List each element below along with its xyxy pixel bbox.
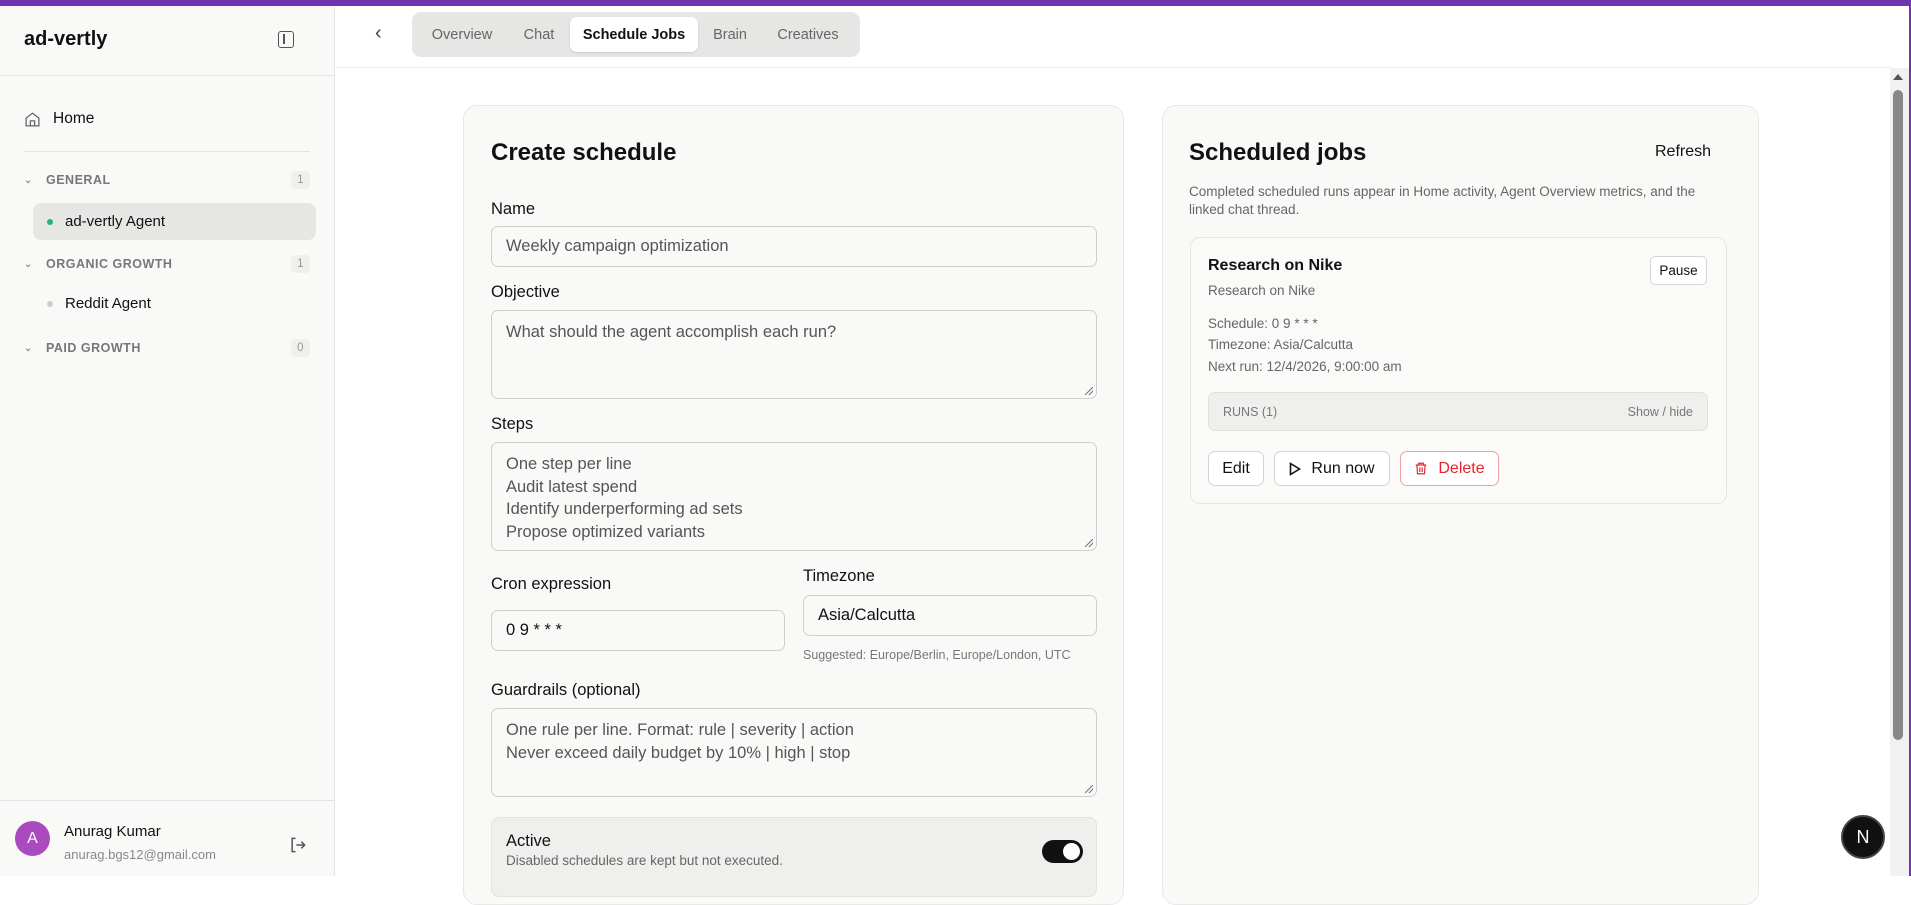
- jobs-description: Completed scheduled runs appear in Home …: [1189, 184, 1696, 217]
- header-divider: [336, 67, 1890, 68]
- name-label: Name: [491, 200, 536, 218]
- count-badge: 0: [291, 339, 310, 357]
- scheduled-jobs-card: [1162, 105, 1759, 905]
- input-value: 0 9 * * *: [506, 621, 562, 639]
- back-chevron-icon[interactable]: ‹: [375, 22, 382, 44]
- placeholder-line: Identify underperforming ad sets: [506, 500, 743, 518]
- cron-label: Cron expression: [491, 575, 612, 593]
- dev-tools-button[interactable]: N: [1841, 815, 1885, 859]
- steps-label: Steps: [491, 415, 534, 433]
- logout-icon[interactable]: [288, 835, 308, 855]
- group-label: GENERAL: [46, 173, 111, 187]
- sidebar-item-home[interactable]: Home: [24, 110, 94, 128]
- agent-label: ad-vertly Agent: [65, 213, 166, 230]
- button-label: Edit: [1222, 459, 1250, 477]
- placeholder-line: Audit latest spend: [506, 477, 638, 496]
- scrollbar-thumb[interactable]: [1893, 90, 1903, 740]
- placeholder-line: One step per line: [506, 455, 632, 473]
- status-dot-icon: [47, 300, 53, 307]
- objective-label: Objective: [491, 283, 560, 301]
- sidebar-item-label: Home: [53, 110, 95, 127]
- window-right-border: [1909, 0, 1911, 876]
- sidebar-item-ad-vertly-agent[interactable]: ad-vertly Agent: [33, 203, 316, 240]
- group-organic-growth[interactable]: ⌄ ORGANIC GROWTH 1: [24, 255, 310, 273]
- button-label: Run now: [1311, 459, 1375, 477]
- job-objective: Research on Nike: [1208, 283, 1316, 298]
- active-description: Disabled schedules are kept but not exec…: [506, 853, 783, 868]
- page-title: Create schedule: [491, 139, 677, 166]
- group-label: PAID GROWTH: [46, 341, 141, 355]
- chevron-down-icon: ⌄: [24, 342, 33, 354]
- cron-input[interactable]: 0 9 * * *: [491, 610, 785, 651]
- user-email: anurag.bgs12@gmail.com: [64, 847, 216, 862]
- guardrails-label: Guardrails (optional): [491, 681, 641, 699]
- show-hide-link[interactable]: Show / hide: [1627, 405, 1693, 419]
- timezone-label: Timezone: [803, 567, 875, 585]
- tab-overview[interactable]: Overview: [431, 26, 493, 43]
- steps-textarea[interactable]: One step per line Audit latest spend Ide…: [491, 442, 1097, 551]
- objective-textarea[interactable]: What should the agent accomplish each ru…: [491, 310, 1097, 399]
- divider: [0, 800, 334, 801]
- agent-label: Reddit Agent: [65, 295, 151, 312]
- home-icon: [25, 111, 40, 127]
- runs-count: RUNS (1): [1223, 405, 1278, 419]
- active-toggle[interactable]: [1042, 840, 1083, 863]
- job-name: Research on Nike: [1208, 257, 1343, 274]
- status-dot-icon: [47, 218, 53, 225]
- placeholder-line: Never exceed daily budget by 10% | high …: [506, 743, 851, 762]
- brand-logo: ad-vertly: [24, 28, 108, 50]
- user-name: Anurag Kumar: [64, 823, 161, 840]
- active-label: Active: [506, 832, 551, 850]
- chevron-down-icon: ⌄: [24, 174, 33, 186]
- scroll-up-arrow-icon[interactable]: [1893, 74, 1903, 80]
- placeholder: What should the agent accomplish each ru…: [506, 323, 837, 341]
- chevron-down-icon: ⌄: [24, 258, 33, 270]
- tab-schedule-jobs[interactable]: Schedule Jobs: [570, 17, 698, 52]
- placeholder-line: Propose optimized variants: [506, 522, 706, 541]
- count-badge: 1: [291, 255, 310, 273]
- collapse-sidebar-icon[interactable]: [278, 31, 294, 48]
- tab-creatives[interactable]: Creatives: [777, 26, 839, 43]
- divider: [24, 151, 310, 152]
- timezone-input[interactable]: Asia/Calcutta: [803, 595, 1097, 636]
- window-top-border: [0, 0, 1911, 6]
- tab-brain[interactable]: Brain: [713, 26, 747, 43]
- placeholder: Weekly campaign optimization: [506, 237, 729, 255]
- runs-toggle[interactable]: RUNS (1) Show / hide: [1208, 392, 1708, 431]
- group-label: ORGANIC GROWTH: [46, 257, 173, 271]
- input-value: Asia/Calcutta: [818, 606, 916, 624]
- job-next-run: Next run: 12/4/2026, 9:00:00 am: [1208, 359, 1402, 374]
- tab-chat[interactable]: Chat: [523, 26, 555, 43]
- play-icon: [1290, 461, 1302, 476]
- run-now-button[interactable]: Run now: [1274, 451, 1390, 486]
- sidebar: ad-vertly Home ⌄ GENERAL 1 ad-vertly Age…: [0, 6, 335, 876]
- timezone-hint: Suggested: Europe/Berlin, Europe/London,…: [803, 648, 1071, 662]
- button-label: Delete: [1438, 459, 1485, 477]
- group-general[interactable]: ⌄ GENERAL 1: [24, 171, 310, 189]
- avatar: A: [15, 821, 50, 856]
- sidebar-item-reddit-agent[interactable]: Reddit Agent: [33, 285, 316, 322]
- job-schedule: Schedule: 0 9 * * *: [1208, 316, 1318, 331]
- edit-button[interactable]: Edit: [1208, 451, 1264, 486]
- job-timezone: Timezone: Asia/Calcutta: [1208, 337, 1354, 352]
- guardrails-textarea[interactable]: One rule per line. Format: rule | severi…: [491, 708, 1097, 797]
- tab-bar: Overview Chat Schedule Jobs Brain Creati…: [412, 12, 860, 57]
- trash-icon: [1416, 462, 1427, 475]
- name-input[interactable]: Weekly campaign optimization: [491, 226, 1097, 267]
- delete-button[interactable]: Delete: [1400, 451, 1499, 486]
- placeholder-line: One rule per line. Format: rule | severi…: [506, 721, 854, 739]
- refresh-button[interactable]: Refresh: [1655, 143, 1712, 160]
- jobs-title: Scheduled jobs: [1189, 139, 1367, 166]
- divider: [0, 75, 334, 76]
- count-badge: 1: [291, 171, 310, 189]
- group-paid-growth[interactable]: ⌄ PAID GROWTH 0: [24, 339, 310, 357]
- pause-button[interactable]: Pause: [1650, 256, 1707, 285]
